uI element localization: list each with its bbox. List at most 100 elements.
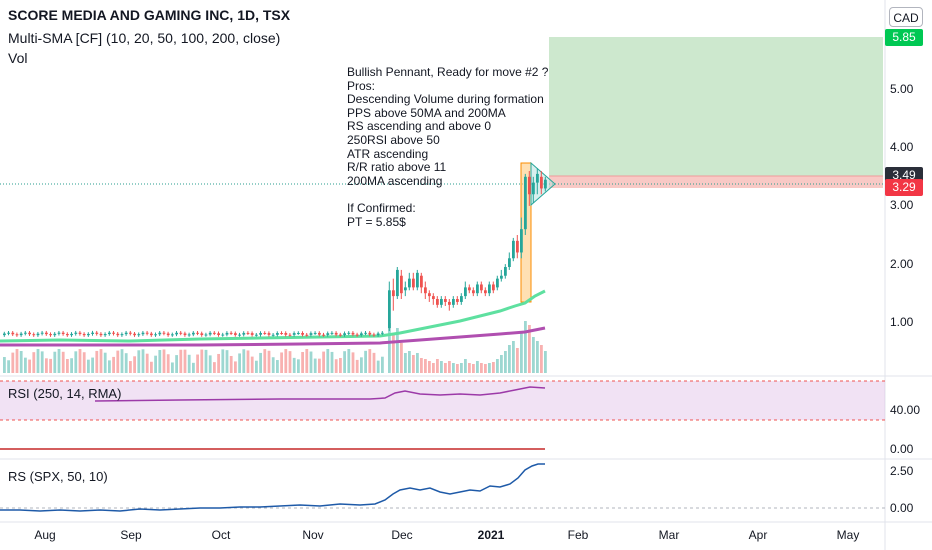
candle-body: [343, 333, 346, 335]
note-line: [347, 188, 548, 202]
price-tick-label: 5.00: [890, 82, 914, 96]
time-tick-label: Nov: [302, 528, 323, 542]
candle-body: [103, 334, 107, 336]
volume-bar: [284, 349, 288, 373]
candle-body: [255, 334, 258, 336]
volume-bar: [271, 357, 275, 373]
volume-bar: [70, 358, 73, 373]
candle-body: [444, 299, 447, 302]
candle-body: [284, 333, 288, 335]
time-tick-label: Sep: [120, 528, 142, 542]
candle-body: [45, 332, 48, 335]
volume-bar: [309, 351, 313, 373]
stop-zone[interactable]: [549, 176, 883, 188]
candlesticks[interactable]: [3, 168, 547, 337]
price-tick-label: 1.00: [890, 315, 914, 329]
candle-body: [376, 333, 380, 336]
volume-bar: [158, 350, 162, 373]
note-line: RS ascending and above 0: [347, 119, 492, 134]
volume-bar: [520, 331, 523, 373]
volume-bar: [444, 363, 447, 373]
candle-body: [322, 334, 325, 336]
volume-bar: [103, 352, 107, 373]
volume-bar: [3, 357, 6, 373]
candle-body: [19, 333, 23, 336]
candle-body: [213, 332, 216, 334]
candle-body: [7, 332, 10, 334]
candle-body: [192, 332, 195, 335]
candle-body: [259, 332, 262, 335]
note-line: If Confirmed:: [347, 200, 416, 215]
candle-body: [301, 332, 304, 335]
volume-bar: [208, 355, 212, 373]
volume-bar: [28, 359, 31, 373]
volume-bar: [452, 363, 455, 373]
volume-bar: [276, 360, 279, 373]
candle-body: [452, 299, 455, 305]
volume-bar: [15, 349, 19, 373]
volume-bar: [57, 349, 61, 373]
note-line: PT = 5.85$: [347, 214, 406, 229]
candle-body: [95, 332, 99, 334]
volume-bar: [45, 358, 48, 373]
volume-bar: [263, 349, 267, 373]
analysis-note[interactable]: Bullish Pennant, Ready for move #2 ? Pros…: [347, 65, 548, 229]
rs-tick-label: 2.50: [890, 464, 914, 478]
volume-bar: [305, 349, 309, 373]
candle-body: [456, 299, 459, 302]
candle-body: [372, 334, 376, 336]
candle-body: [166, 333, 170, 336]
volume-bar: [381, 356, 384, 373]
indicator-legend-volume[interactable]: Vol: [8, 50, 28, 66]
volume-bar: [524, 321, 527, 373]
volume-bar: [372, 352, 376, 373]
volume-bar: [141, 349, 145, 373]
candle-body: [271, 334, 275, 336]
volume-bar: [19, 351, 23, 373]
candle-body: [32, 334, 36, 336]
candle-body: [532, 182, 535, 195]
indicator-legend-sma[interactable]: Multi-SMA [CF] (10, 20, 50, 100, 200, cl…: [8, 30, 281, 46]
candle-body: [516, 240, 519, 253]
candle-body: [351, 332, 355, 335]
price-tick-label: 3.00: [890, 198, 914, 212]
volume-bar: [137, 350, 141, 373]
time-tick-label: Oct: [212, 528, 231, 542]
candle-body: [330, 332, 334, 334]
volume-bar: [221, 349, 225, 373]
volume-bar: [192, 362, 195, 373]
rsi-legend[interactable]: RSI (250, 14, RMA): [8, 386, 122, 401]
sma-200-line: [0, 326, 546, 347]
candle-body: [368, 332, 372, 335]
candle-body: [326, 333, 330, 335]
volume-bars: [3, 321, 547, 373]
volume-bar: [196, 354, 199, 373]
time-axis[interactable]: Aug Sep Oct Nov Dec 2021 Feb Mar Apr May: [34, 528, 859, 542]
volume-bar: [528, 325, 531, 373]
rs-legend[interactable]: RS (SPX, 50, 10): [8, 469, 108, 484]
candle-body: [388, 290, 391, 329]
rsi-tick-label: 40.00: [890, 403, 920, 417]
candle-body: [396, 269, 399, 297]
candle-body: [82, 333, 86, 336]
volume-bar: [124, 353, 128, 373]
candle-body: [57, 332, 61, 334]
candle-body: [61, 332, 65, 335]
currency-badge[interactable]: CAD: [889, 7, 923, 27]
candle-body: [297, 332, 300, 334]
candle-body: [116, 333, 120, 336]
volume-bar: [32, 352, 36, 373]
candle-body: [544, 179, 547, 189]
volume-bar: [472, 364, 475, 373]
candle-body: [3, 333, 6, 336]
candle-body: [339, 334, 342, 336]
volume-bar: [108, 360, 111, 373]
volume-bar: [432, 363, 435, 373]
target-zone[interactable]: [549, 37, 883, 176]
volume-bar: [404, 353, 407, 373]
symbol-title[interactable]: SCORE MEDIA AND GAMING INC, 1D, TSX: [8, 7, 291, 23]
volume-bar: [400, 343, 403, 373]
volume-bar: [40, 351, 44, 373]
price-axis[interactable]: 5.00 4.00 3.00 2.00 1.00 40.00 0.00 2.50 0.00: [890, 82, 920, 515]
